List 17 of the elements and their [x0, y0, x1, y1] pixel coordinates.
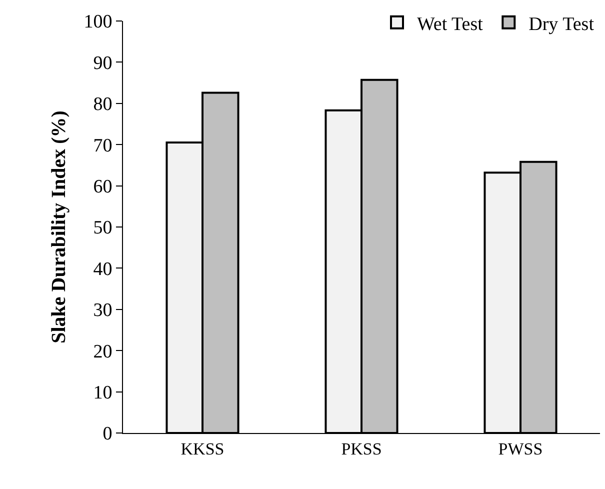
y-tick-label: 80 [93, 94, 112, 116]
x-tick-label: PWSS [498, 439, 543, 458]
y-tick-label: 100 [84, 12, 112, 33]
y-tick-label: 70 [93, 135, 112, 156]
y-tick-label: 0 [102, 424, 112, 445]
legend-label: Dry Test [528, 14, 595, 35]
y-tick-label: 10 [93, 382, 112, 404]
y-axis-title: Slake Durability Index (%) [48, 110, 70, 344]
y-tick-label: 20 [93, 341, 112, 362]
x-tick-label: PKSS [341, 439, 382, 458]
y-tick-label: 60 [93, 176, 112, 198]
y-tick-label: 50 [93, 218, 112, 239]
y-tick-label: 40 [93, 258, 112, 280]
y-tick-label: 90 [93, 52, 112, 74]
x-tick-label: KKSS [180, 439, 224, 458]
y-tick-label: 30 [93, 300, 112, 322]
legend-label: Wet Test [417, 14, 484, 35]
